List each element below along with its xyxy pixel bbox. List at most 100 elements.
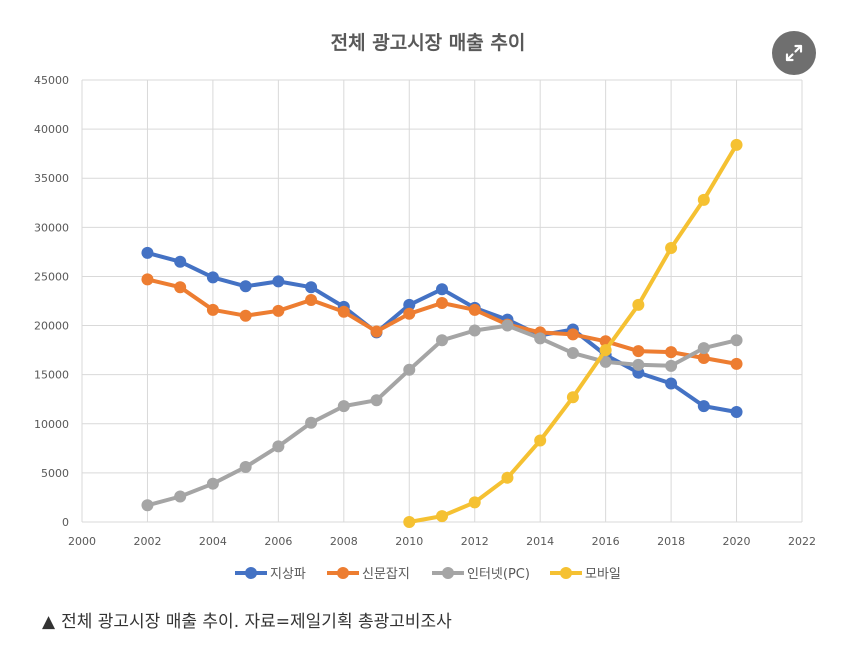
legend-item: 모바일 bbox=[550, 567, 621, 582]
data-point bbox=[305, 416, 318, 429]
expand-arrows-icon bbox=[785, 44, 803, 62]
data-point bbox=[632, 298, 645, 311]
data-point bbox=[305, 294, 318, 307]
legend: 지상파 신문잡지 인터넷(PC) 모바일 bbox=[235, 567, 621, 582]
data-point bbox=[337, 400, 350, 413]
data-point bbox=[665, 241, 678, 254]
data-point bbox=[665, 359, 678, 372]
x-tick-label: 2020 bbox=[723, 535, 751, 548]
chart-title: 전체 광고시장 매출 추이 bbox=[331, 32, 526, 54]
x-tick-label: 2004 bbox=[199, 535, 227, 548]
y-tick-label: 40000 bbox=[34, 123, 69, 136]
data-point bbox=[206, 271, 219, 284]
data-point bbox=[206, 477, 219, 490]
caption-text: 전체 광고시장 매출 추이. 자료=제일기획 총광고비조사 bbox=[61, 612, 452, 632]
data-point bbox=[141, 499, 154, 512]
legend-swatch-marker bbox=[337, 567, 349, 579]
legend-label: 신문잡지 bbox=[362, 567, 410, 582]
data-point bbox=[697, 193, 710, 206]
y-tick-label: 15000 bbox=[34, 369, 69, 382]
series-0 bbox=[141, 246, 743, 418]
data-point bbox=[632, 345, 645, 358]
data-point bbox=[337, 305, 350, 318]
series-2 bbox=[141, 319, 743, 512]
data-point bbox=[403, 363, 416, 376]
x-tick-label: 2000 bbox=[68, 535, 96, 548]
data-point bbox=[403, 516, 416, 528]
data-point bbox=[272, 440, 285, 453]
data-point bbox=[141, 246, 154, 259]
x-tick-label: 2016 bbox=[592, 535, 620, 548]
data-point bbox=[665, 346, 678, 359]
data-point bbox=[239, 309, 252, 322]
data-point bbox=[534, 434, 547, 447]
y-tick-label: 45000 bbox=[34, 74, 69, 87]
x-tick-label: 2022 bbox=[788, 535, 816, 548]
data-point bbox=[632, 358, 645, 371]
legend-item: 인터넷(PC) bbox=[432, 567, 530, 582]
y-tick-label: 5000 bbox=[41, 467, 69, 480]
data-point bbox=[665, 377, 678, 390]
data-point bbox=[436, 334, 448, 347]
data-point bbox=[305, 281, 318, 294]
x-tick-label: 2006 bbox=[264, 535, 292, 548]
x-tick-label: 2002 bbox=[133, 535, 161, 548]
data-point bbox=[272, 304, 285, 317]
data-point bbox=[468, 324, 481, 337]
data-point bbox=[370, 325, 383, 338]
data-point bbox=[468, 303, 481, 316]
data-point bbox=[566, 347, 579, 360]
data-point bbox=[501, 319, 514, 332]
data-point bbox=[174, 490, 187, 503]
data-point bbox=[730, 334, 743, 347]
y-tick-label: 30000 bbox=[34, 221, 69, 234]
data-point bbox=[174, 255, 187, 268]
data-point bbox=[730, 138, 743, 151]
legend-label: 인터넷(PC) bbox=[467, 567, 530, 582]
x-tick-label: 2012 bbox=[461, 535, 489, 548]
legend-label: 지상파 bbox=[270, 567, 306, 582]
legend-swatch-marker bbox=[442, 567, 454, 579]
y-tick-label: 35000 bbox=[34, 172, 69, 185]
data-point bbox=[206, 303, 219, 316]
data-point bbox=[239, 280, 252, 293]
axis-tick-labels: 0 5000 10000 15000 20000 25000 30000 35000 40000… bbox=[34, 74, 816, 548]
data-point bbox=[566, 328, 579, 341]
triangle-marker-icon: ▲ bbox=[42, 612, 56, 632]
legend-swatch-marker bbox=[560, 567, 572, 579]
data-point bbox=[436, 510, 448, 523]
data-point bbox=[697, 351, 710, 364]
data-point bbox=[272, 275, 285, 288]
expand-button[interactable] bbox=[772, 31, 816, 75]
y-tick-label: 20000 bbox=[34, 320, 69, 333]
legend-swatch-marker bbox=[245, 567, 257, 579]
x-tick-label: 2010 bbox=[395, 535, 423, 548]
data-point bbox=[403, 298, 416, 311]
data-point bbox=[730, 357, 743, 370]
data-point bbox=[566, 391, 579, 404]
data-point bbox=[174, 281, 187, 294]
legend-item: 지상파 bbox=[235, 567, 306, 582]
data-point bbox=[436, 283, 448, 296]
data-point bbox=[697, 400, 710, 413]
figure-caption: ▲ 전체 광고시장 매출 추이. 자료=제일기획 총광고비조사 bbox=[42, 607, 452, 632]
data-point bbox=[403, 307, 416, 320]
y-tick-label: 25000 bbox=[34, 270, 69, 283]
y-tick-label: 10000 bbox=[34, 418, 69, 431]
x-tick-label: 2008 bbox=[330, 535, 358, 548]
data-point bbox=[239, 460, 252, 473]
data-point bbox=[599, 355, 612, 368]
legend-label: 모바일 bbox=[585, 567, 621, 582]
legend-item: 신문잡지 bbox=[327, 567, 410, 582]
x-tick-label: 2014 bbox=[526, 535, 554, 548]
line-chart: 전체 광고시장 매출 추이 0 5000 10000 15000 20000 25000 3… bbox=[34, 32, 816, 582]
data-point bbox=[436, 296, 448, 309]
data-point bbox=[370, 394, 383, 407]
x-tick-label: 2018 bbox=[657, 535, 685, 548]
series-lines bbox=[141, 138, 743, 528]
data-point bbox=[730, 405, 743, 418]
y-tick-label: 0 bbox=[62, 516, 69, 529]
data-point bbox=[501, 471, 514, 484]
data-point bbox=[141, 273, 154, 286]
data-point bbox=[468, 496, 481, 509]
